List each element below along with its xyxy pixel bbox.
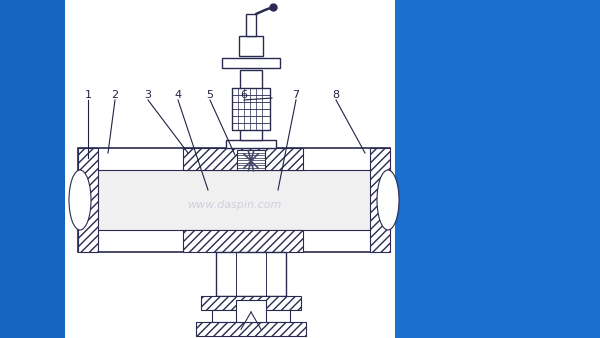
Bar bbox=[201, 296, 301, 310]
Ellipse shape bbox=[377, 170, 399, 230]
Bar bbox=[183, 148, 303, 170]
Text: 7: 7 bbox=[292, 90, 299, 100]
Bar bbox=[78, 170, 390, 230]
Text: 2: 2 bbox=[112, 90, 119, 100]
Bar bbox=[0, 0, 65, 338]
Bar bbox=[78, 148, 98, 252]
Text: www.daspin.com: www.daspin.com bbox=[187, 200, 281, 210]
Text: 6: 6 bbox=[241, 90, 248, 100]
Bar bbox=[237, 150, 265, 170]
Bar bbox=[216, 252, 286, 296]
Bar bbox=[240, 70, 262, 140]
Bar bbox=[212, 310, 290, 322]
Bar bbox=[65, 0, 395, 338]
Text: 5: 5 bbox=[206, 90, 214, 100]
Text: 4: 4 bbox=[175, 90, 182, 100]
Bar bbox=[196, 322, 306, 336]
Bar bbox=[232, 88, 270, 130]
Text: 8: 8 bbox=[332, 90, 340, 100]
Bar bbox=[239, 36, 263, 56]
Ellipse shape bbox=[69, 170, 91, 230]
Bar bbox=[78, 148, 390, 252]
Bar bbox=[370, 148, 390, 252]
Bar bbox=[246, 14, 256, 36]
Bar bbox=[236, 300, 266, 322]
Bar bbox=[222, 58, 280, 68]
Bar bbox=[183, 230, 303, 252]
Text: 1: 1 bbox=[85, 90, 91, 100]
Bar bbox=[226, 140, 276, 148]
Bar bbox=[395, 0, 600, 338]
Text: 3: 3 bbox=[145, 90, 151, 100]
